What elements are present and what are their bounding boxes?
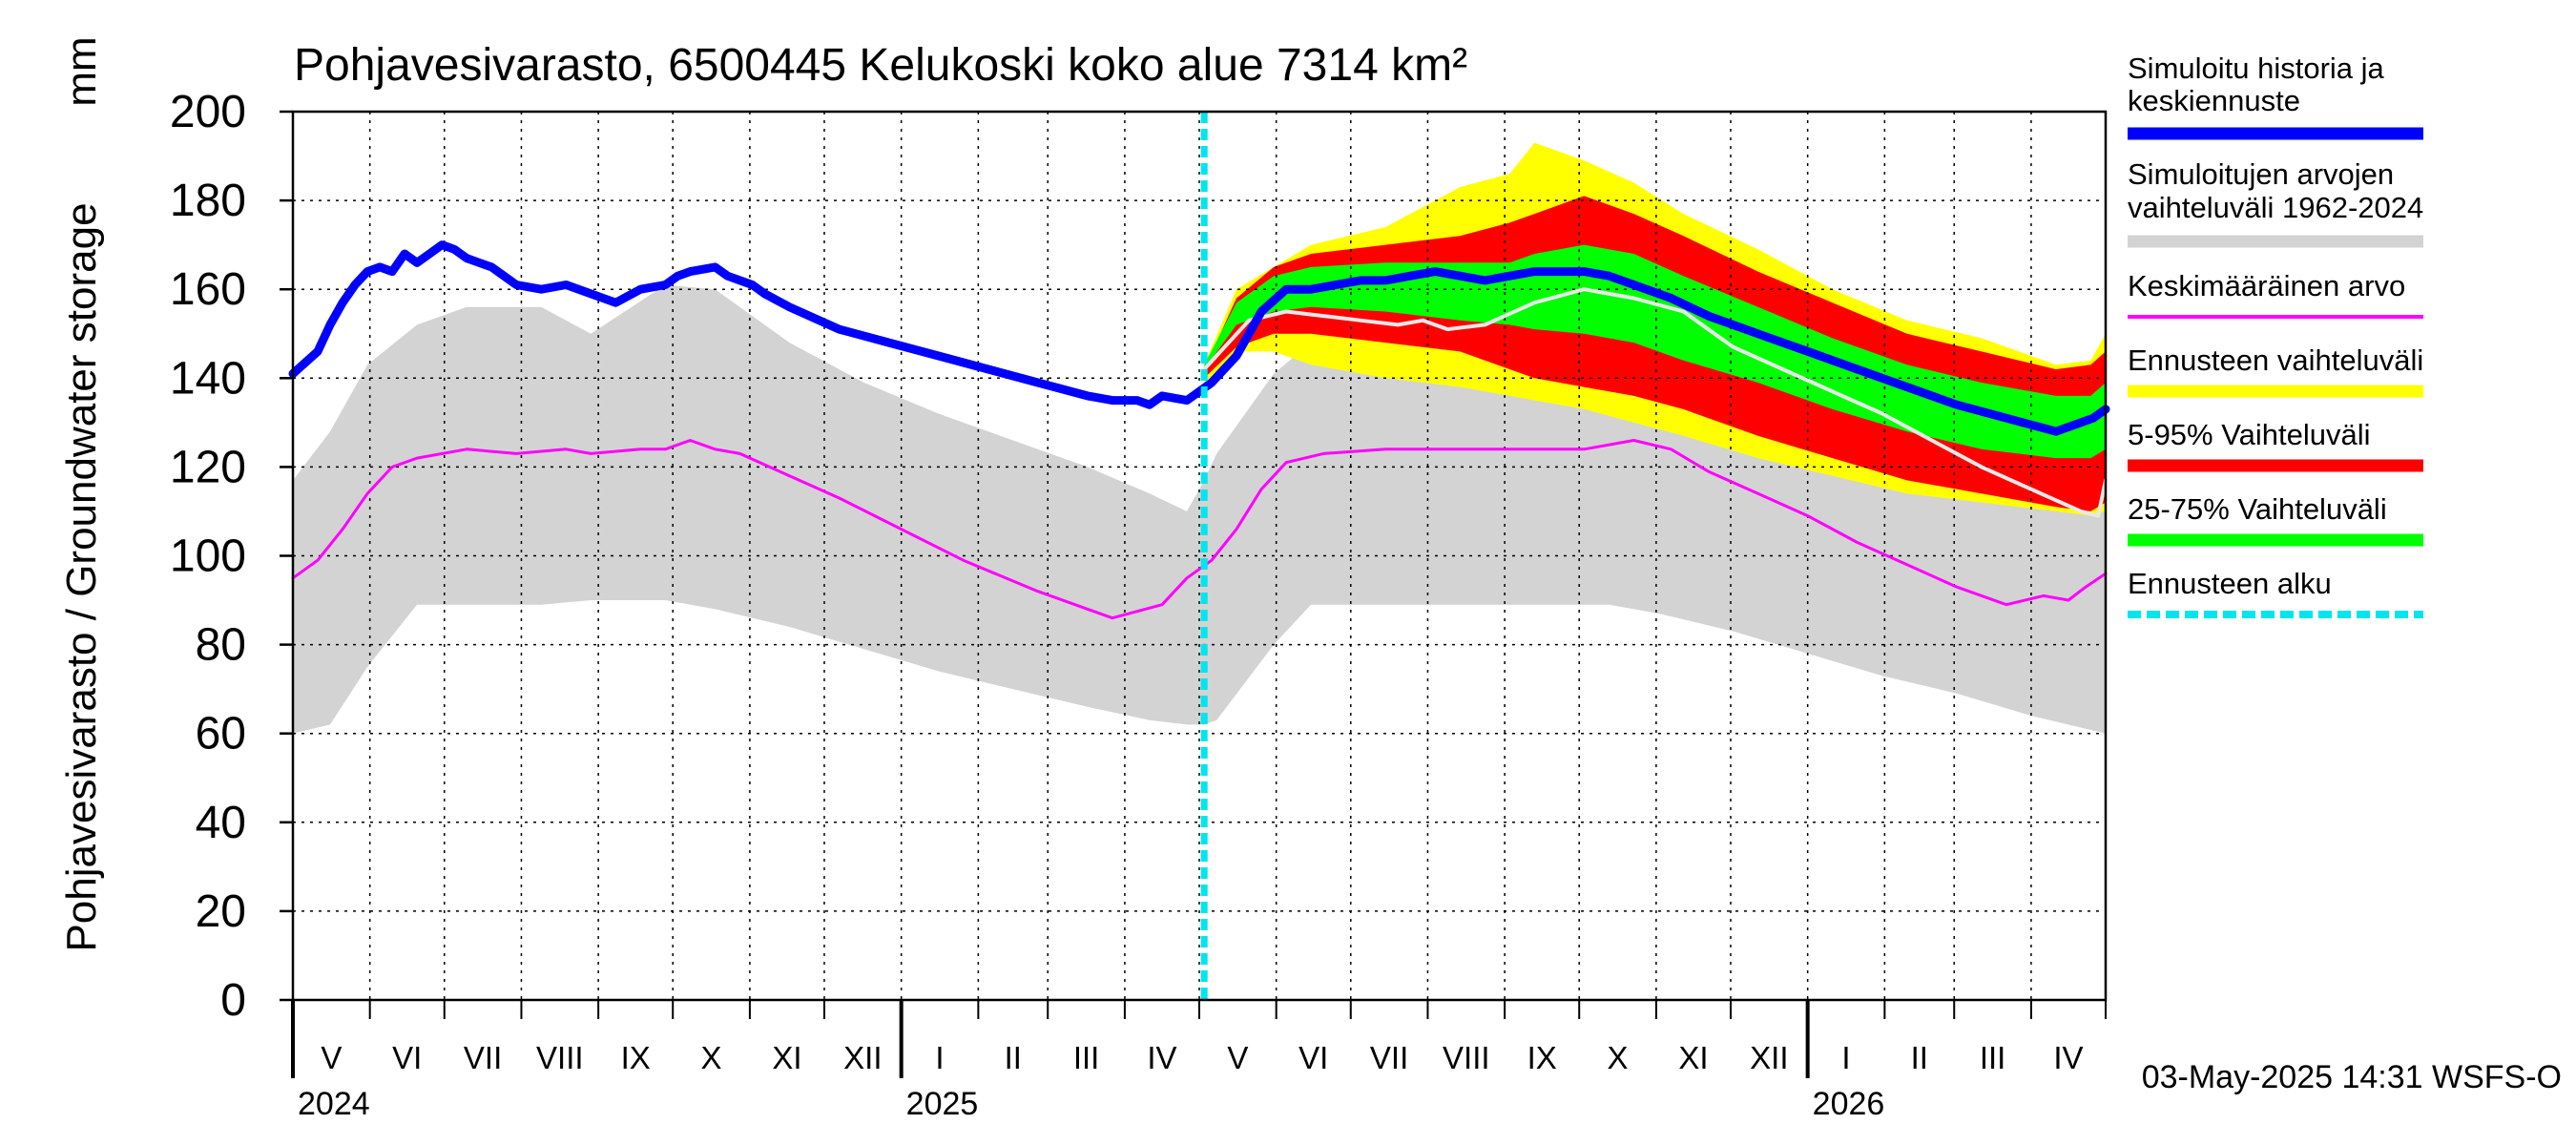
x-month-label: XII xyxy=(1750,1040,1788,1075)
y-axis-label: Pohjavesivarasto / Groundwater storage xyxy=(58,202,105,951)
x-year-label: 2025 xyxy=(906,1086,979,1122)
y-tick-label: 40 xyxy=(196,798,246,848)
line-series-6 xyxy=(288,240,2110,436)
chart-title: Pohjavesivarasto, 6500445 Kelukoski koko… xyxy=(294,40,1467,91)
legend-label: 5-95% Vaihteluväli xyxy=(2128,418,2370,451)
y-tick-label: 120 xyxy=(170,442,246,492)
y-tick-label: 160 xyxy=(170,264,246,315)
x-month-label: II xyxy=(1911,1040,1928,1075)
x-month-label: X xyxy=(1608,1040,1629,1075)
legend-label: Ennusteen vaihteluväli xyxy=(2128,344,2423,377)
y-tick-label: 20 xyxy=(196,886,246,937)
x-month-label: XI xyxy=(1678,1040,1708,1075)
x-month-label: IX xyxy=(1527,1040,1557,1075)
x-month-label: VIII xyxy=(536,1040,584,1075)
x-month-label: I xyxy=(935,1040,944,1075)
x-month-label: IV xyxy=(2053,1040,2083,1075)
x-month-label: IX xyxy=(621,1040,651,1075)
x-month-label: V xyxy=(321,1040,342,1075)
line-series-5 xyxy=(291,439,2108,620)
x-month-label: III xyxy=(1980,1040,2006,1075)
y-tick-label: 0 xyxy=(220,975,246,1026)
x-month-label: XII xyxy=(843,1040,882,1075)
x-month-label: VII xyxy=(1370,1040,1408,1075)
x-year-label: 2024 xyxy=(298,1086,370,1122)
x-month-label: III xyxy=(1073,1040,1100,1075)
legend-label: Ennusteen alku xyxy=(2128,567,2332,600)
line-series-4 xyxy=(1202,287,2108,518)
chart-lines xyxy=(288,112,2110,1000)
timestamp-footer: 03-May-2025 14:31 WSFS-O xyxy=(2142,1059,2562,1095)
x-month-label: IV xyxy=(1147,1040,1176,1075)
y-tick-label: 80 xyxy=(196,620,246,671)
legend-label: Simuloitu historia ja xyxy=(2128,52,2385,85)
x-month-label: VIII xyxy=(1443,1040,1490,1075)
x-month-label: I xyxy=(1841,1040,1850,1075)
x-month-label: VII xyxy=(464,1040,502,1075)
y-tick-label: 100 xyxy=(170,531,246,582)
y-tick-label: 60 xyxy=(196,709,246,760)
x-month-label: VI xyxy=(1298,1040,1328,1075)
x-month-label: VI xyxy=(392,1040,422,1075)
y-tick-label: 140 xyxy=(170,353,246,404)
legend-label: vaihteluväli 1962-2024 xyxy=(2128,191,2423,224)
legend-label: 25-75% Vaihteluväli xyxy=(2128,492,2387,526)
band-series-3 xyxy=(1204,244,2106,459)
legend-label: keskiennuste xyxy=(2128,84,2300,117)
x-month-label: V xyxy=(1227,1040,1248,1075)
y-tick-label: 200 xyxy=(170,87,246,137)
x-year-label: 2026 xyxy=(1813,1086,1885,1122)
x-month-label: II xyxy=(1005,1040,1022,1075)
legend-label: Keskimääräinen arvo xyxy=(2128,269,2405,302)
chart-grid xyxy=(293,111,2106,1000)
y-tick-label: 180 xyxy=(170,176,246,226)
x-month-label: X xyxy=(701,1040,722,1075)
x-month-label: XI xyxy=(772,1040,801,1075)
y-axis-unit: mm xyxy=(58,36,105,106)
legend-label: Simuloitujen arvojen xyxy=(2128,157,2394,191)
